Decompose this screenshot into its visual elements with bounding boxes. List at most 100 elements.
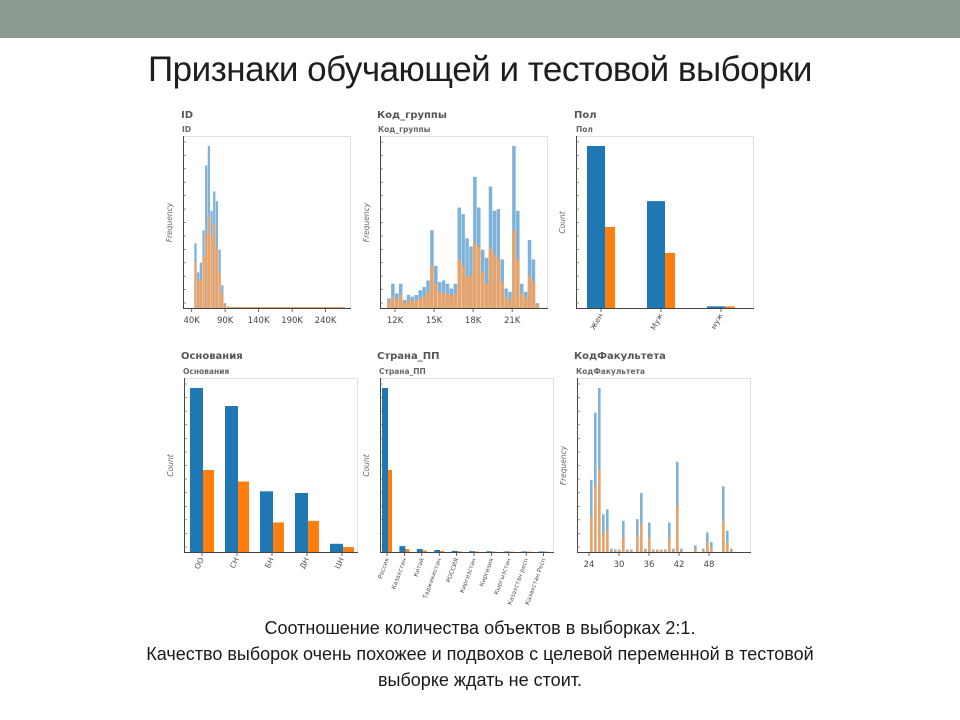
strana-plot-frame (380, 378, 554, 553)
fak-train-bar (672, 548, 675, 552)
fak-train-bar (680, 548, 683, 552)
osn-category-label: СН (228, 556, 241, 570)
ID-test-bar (202, 256, 205, 308)
kod-test-bar (535, 304, 540, 308)
ID-test-bar (215, 248, 219, 308)
kod-test-bar (445, 293, 450, 308)
kod-test-bar (402, 303, 407, 308)
kod-train-bar (461, 214, 465, 308)
kod-test-bar (437, 291, 442, 308)
fak-y-label: Frequency (559, 445, 568, 485)
fak-train-bar (726, 530, 729, 552)
kod-train-bar (457, 207, 461, 308)
kod-train-bar (527, 239, 532, 308)
fak-test-bar (630, 550, 633, 552)
ID-test-bar (197, 280, 200, 308)
fak-train-bar (644, 548, 647, 552)
kod-test-bar (391, 296, 395, 308)
pol-chart-title: Пол (574, 110, 597, 121)
osn-test-bar (203, 470, 214, 552)
fak-test-bar (652, 550, 655, 552)
kod-test-bar (516, 259, 520, 308)
kod-train-bar (516, 210, 520, 308)
fak-test-bar (598, 470, 601, 552)
kod-test-bar (418, 298, 422, 308)
fak-test-bar (636, 535, 639, 552)
osn-chart-subtitle: Основания (183, 367, 230, 376)
fak-chart-title: КодФакультета (574, 351, 666, 362)
kod-x-tick-label: 21K (504, 316, 521, 326)
fak-train-bar (668, 522, 671, 552)
kod-x-tick-label: 18K (465, 316, 482, 326)
kod-test-bar (531, 282, 536, 308)
osn-category-label: ЦН (333, 556, 346, 570)
kod-test-bar (430, 265, 434, 308)
fak-test-bar (644, 550, 647, 552)
caption-line-3: выборке ждать не стоит. (377, 670, 582, 690)
kod-test-bar (469, 275, 473, 308)
slide-title: Признаки обучающей и тестовой выборки (148, 50, 812, 89)
fak-plot: Frequency 24 30 36 42 48 (559, 378, 751, 570)
fak-test-bar (610, 550, 613, 552)
kod-test-bar (527, 275, 532, 308)
ID-test-bar (210, 235, 213, 308)
strana-test-bar (440, 551, 445, 552)
fak-test-bar (680, 550, 683, 552)
kod-plot: Frequency 12K 15K 18K 21K (362, 136, 548, 326)
kod-test-bar (473, 243, 477, 308)
caption-line-2: Качество выборок очень похожее и подвохо… (146, 644, 814, 664)
osn-y-label: Count (166, 453, 175, 476)
kod-test-bar (398, 295, 403, 308)
strana-category-label: Казахстан (391, 557, 409, 590)
ID-test-bar (199, 280, 203, 308)
ID-x-tick-label: 90K (217, 316, 234, 326)
fak-test-bar (640, 524, 643, 552)
ID-x-tick-label: 190K (281, 316, 303, 326)
pol-test-bar (605, 227, 615, 308)
strana-train-bar (399, 546, 406, 552)
kod-test-bar (406, 299, 411, 308)
strana-category-label: Китай (413, 557, 426, 578)
fak-test-bar (626, 550, 629, 552)
osn-category-label: ОО (193, 556, 206, 571)
fak-test-bar (622, 537, 625, 552)
osn-plot: Count ОО СН БН ДН ЦН (166, 378, 358, 571)
fak-test-bar (660, 550, 663, 552)
kod-test-bar (523, 298, 528, 308)
pol-train-bar (707, 306, 725, 308)
fak-train-bar (694, 545, 697, 552)
kod-test-bar (484, 283, 489, 308)
ID-test-bar (221, 293, 224, 308)
fak-train-bar (702, 548, 705, 552)
strana-chart-title: Страна_ПП (377, 351, 440, 362)
strana-test-bar (457, 551, 462, 552)
ID-test-bar (226, 306, 229, 308)
osn-train-bar (295, 492, 308, 552)
fak-x-tick-label: 30 (614, 560, 625, 570)
fak-test-bar (664, 550, 667, 552)
osn-train-bar (190, 388, 203, 552)
ID-test-bar (207, 215, 211, 308)
osn-test-bar (343, 547, 354, 552)
fak-test-bar (606, 530, 609, 552)
pol-category-label: Муж (649, 312, 665, 332)
fak-x-tick-label: 48 (704, 560, 715, 570)
ID-test-bar (229, 307, 346, 308)
ID-test-bar (218, 272, 221, 308)
caption-line-1: Соотношение количества объектов в выборк… (264, 618, 696, 638)
fak-test-bar (730, 550, 733, 552)
fak-train-bar (610, 548, 613, 552)
pol-test-bar (665, 252, 675, 308)
fak-train-bar (602, 514, 605, 552)
pol-train-bar (587, 146, 605, 308)
kod-test-bar (414, 299, 419, 308)
osn-category-label: БН (263, 556, 276, 570)
strana-train-bar (382, 388, 388, 552)
strana-test-bar (405, 549, 410, 552)
strana-train-bar (469, 551, 475, 552)
strana-chart-subtitle: Страна_ПП (379, 367, 426, 376)
fak-test-bar (594, 486, 597, 552)
kod-test-bar (441, 293, 446, 308)
ID-chart-subtitle: ID (182, 125, 192, 134)
